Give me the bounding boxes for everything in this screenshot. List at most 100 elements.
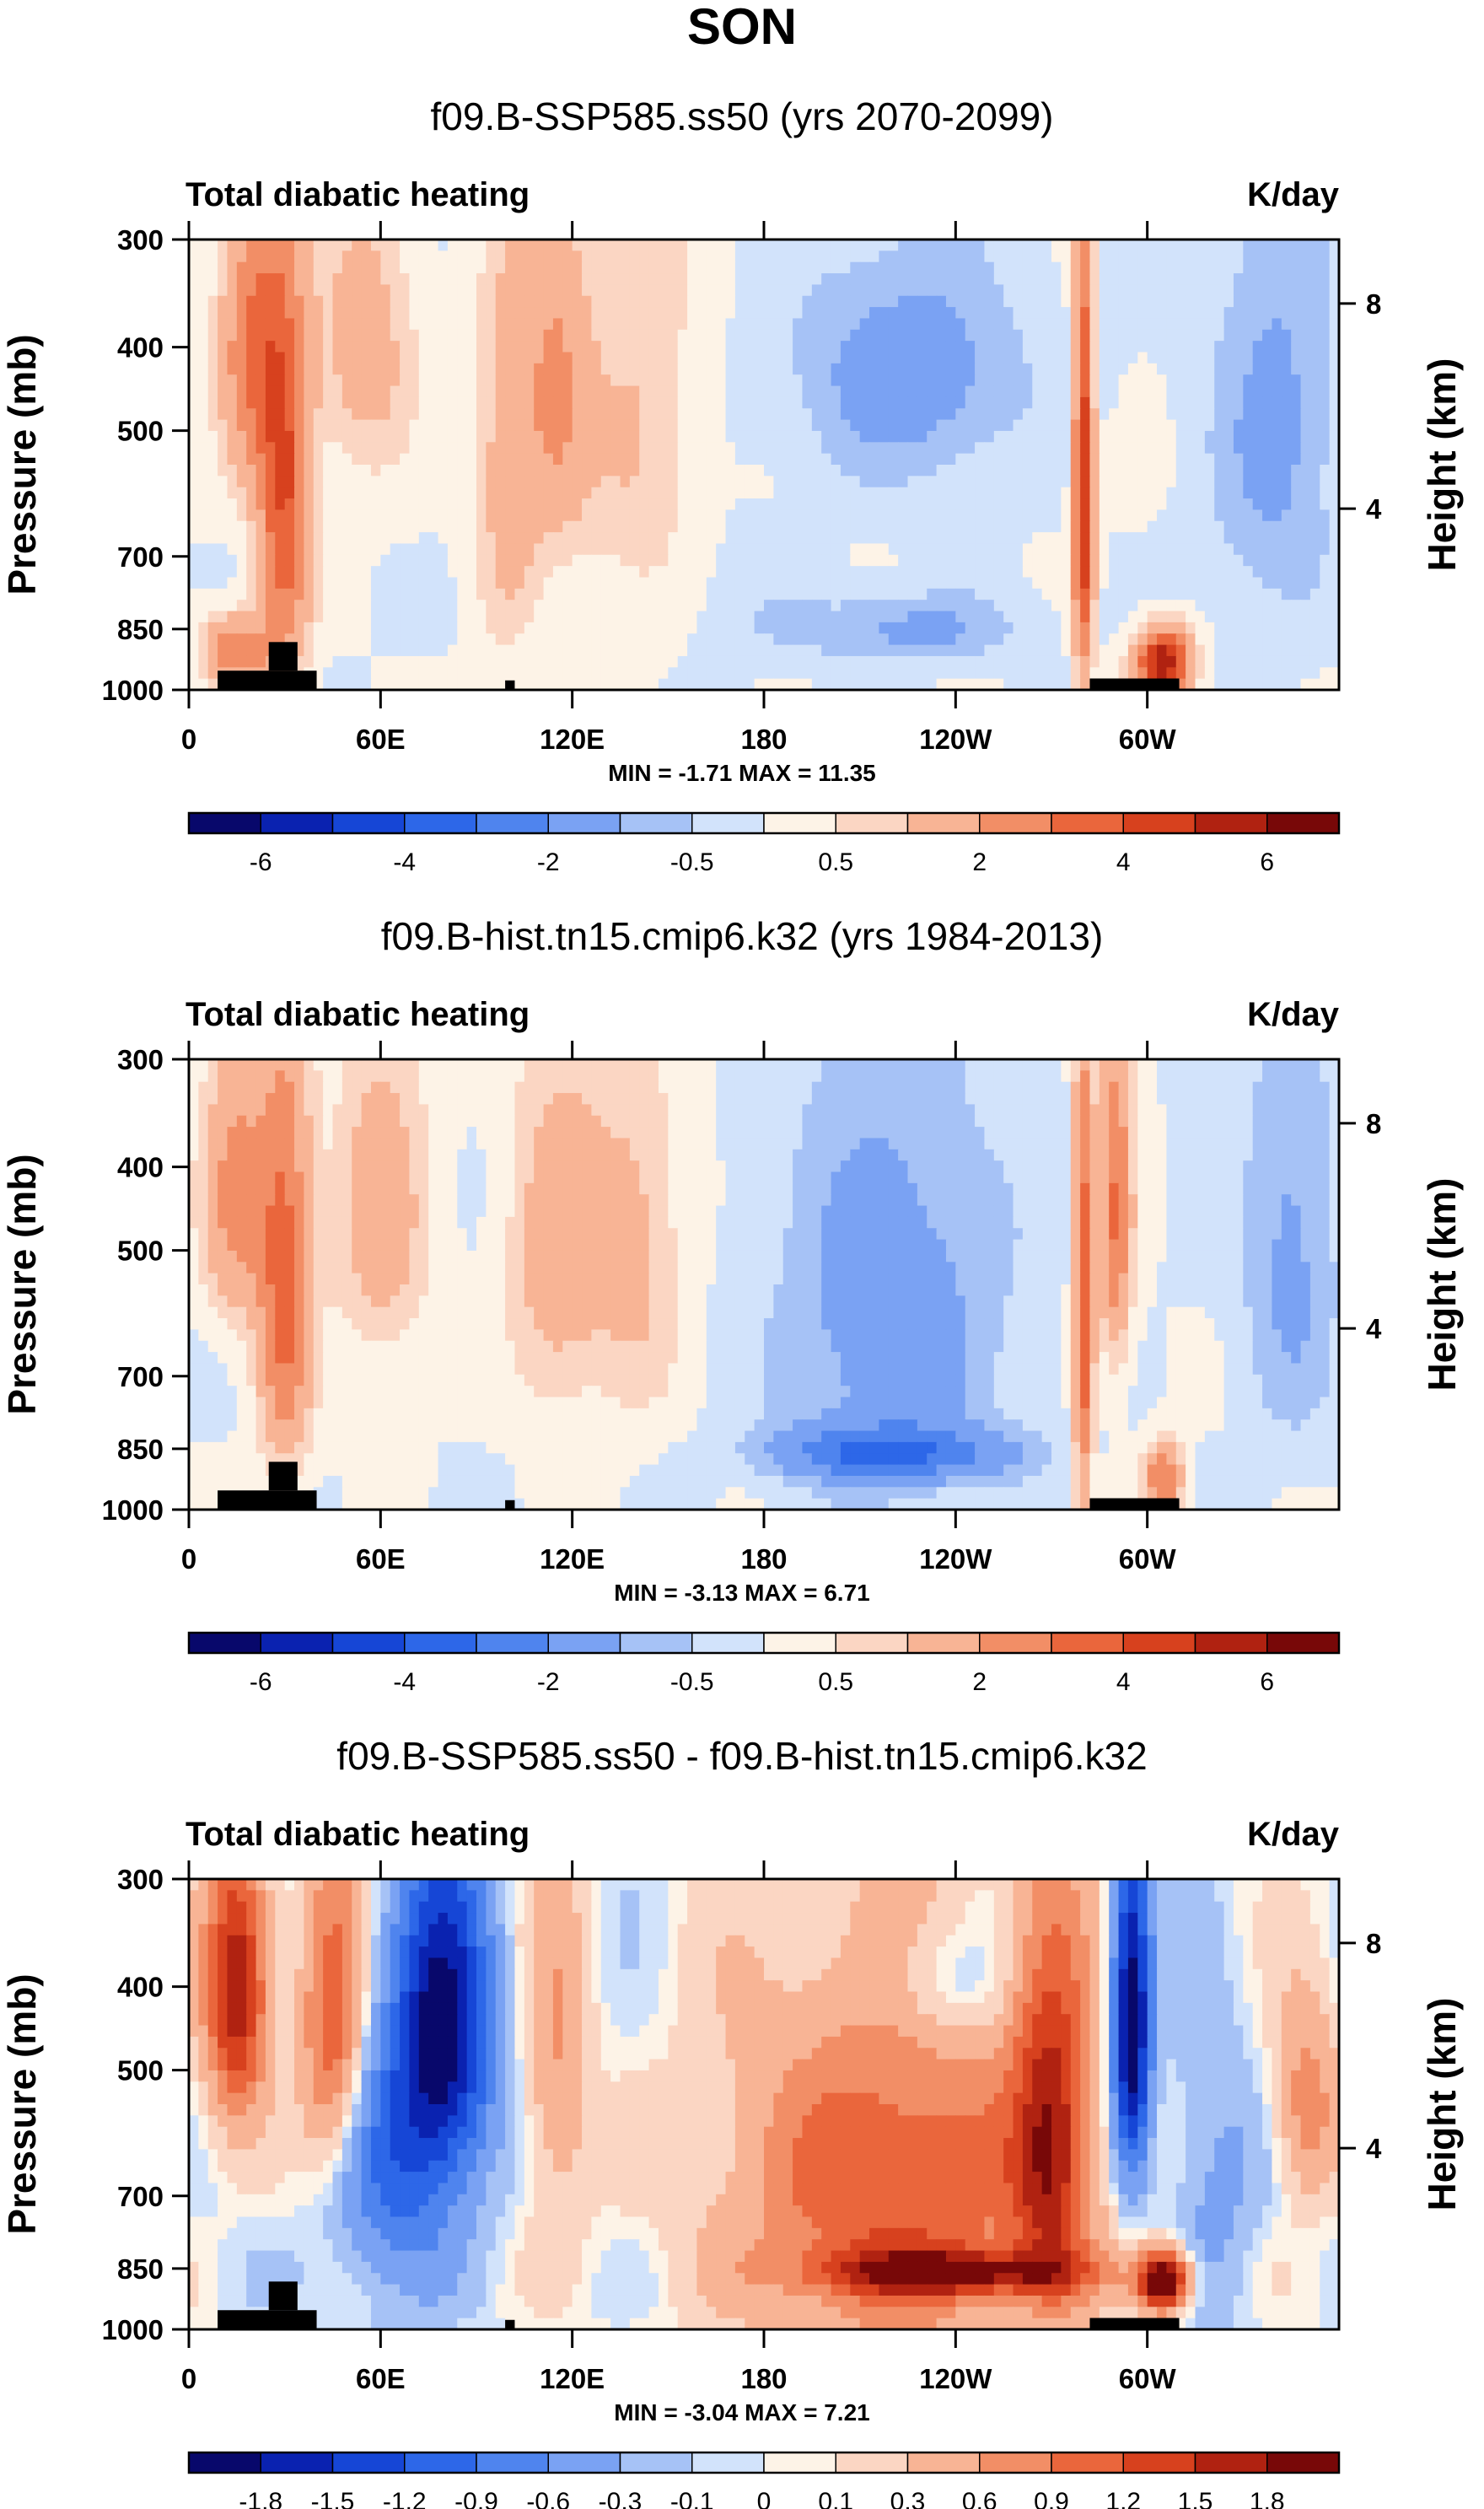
heatmap-cell bbox=[562, 554, 573, 567]
heatmap-cell bbox=[543, 307, 554, 320]
heatmap-cell bbox=[207, 341, 218, 353]
heatmap-cell bbox=[907, 240, 918, 251]
heatmap-cell bbox=[802, 622, 813, 634]
heatmap-cell bbox=[639, 240, 650, 251]
heatmap-cell bbox=[658, 655, 669, 668]
heatmap-cell bbox=[400, 396, 411, 409]
heatmap-cell bbox=[189, 419, 199, 432]
heatmap-cell bbox=[1195, 465, 1206, 476]
heatmap-cell bbox=[1223, 240, 1234, 251]
heatmap-cell bbox=[907, 442, 918, 455]
heatmap-cell bbox=[1300, 611, 1311, 623]
heatmap-cell bbox=[428, 588, 439, 600]
heatmap-cell bbox=[236, 554, 247, 567]
heatmap-cell bbox=[706, 396, 717, 409]
heatmap-cell bbox=[428, 498, 439, 510]
heatmap-cell bbox=[380, 284, 391, 297]
heatmap-cell bbox=[1051, 341, 1062, 353]
heatmap-cell bbox=[505, 396, 516, 409]
heatmap-cell bbox=[907, 284, 918, 297]
heatmap-cell bbox=[1252, 611, 1263, 623]
heatmap-cell bbox=[438, 419, 449, 432]
heatmap-cell bbox=[725, 667, 736, 680]
heatmap-cell bbox=[831, 543, 841, 556]
heatmap-cell bbox=[1022, 318, 1033, 331]
heatmap-cell bbox=[840, 341, 851, 353]
heatmap-cell bbox=[648, 667, 659, 680]
heatmap-cell bbox=[1022, 396, 1033, 409]
heatmap-cell bbox=[218, 352, 229, 364]
heatmap-cell bbox=[600, 532, 611, 545]
heatmap-cell bbox=[1272, 341, 1282, 353]
heatmap-cell bbox=[869, 396, 879, 409]
heatmap-cell bbox=[341, 408, 352, 421]
heatmap-cell bbox=[955, 341, 966, 353]
heatmap-cell bbox=[1243, 476, 1254, 488]
heatmap-cell bbox=[984, 352, 995, 364]
heatmap-cell bbox=[198, 509, 209, 522]
heatmap-cell bbox=[1272, 655, 1282, 668]
y-tick-label: 300 bbox=[117, 224, 164, 256]
heatmap-cell bbox=[687, 408, 698, 421]
heatmap-cell bbox=[390, 284, 401, 297]
heatmap-cell bbox=[782, 543, 793, 556]
heatmap-cell bbox=[811, 240, 822, 251]
heatmap-cell bbox=[284, 341, 295, 353]
heatmap-cell bbox=[1013, 284, 1024, 297]
heatmap-cell bbox=[1291, 240, 1302, 251]
heatmap-cell bbox=[207, 622, 218, 634]
heatmap-cell bbox=[1329, 577, 1340, 590]
heatmap-cell bbox=[927, 341, 938, 353]
heatmap-cell bbox=[1099, 633, 1110, 646]
heatmap-cell bbox=[447, 352, 458, 364]
heatmap-cell bbox=[993, 250, 1004, 263]
heatmap-cell bbox=[782, 667, 793, 680]
heatmap-cell bbox=[207, 329, 218, 342]
heatmap-cell bbox=[486, 566, 497, 579]
heatmap-cell bbox=[447, 1059, 458, 1071]
heatmap-cell bbox=[227, 261, 238, 274]
heatmap-cell bbox=[869, 408, 879, 421]
heatmap-cell bbox=[1118, 532, 1129, 545]
heatmap-cell bbox=[1272, 611, 1282, 623]
heatmap-cell bbox=[696, 577, 707, 590]
heatmap-cell bbox=[945, 307, 956, 320]
heatmap-cell bbox=[1003, 487, 1014, 499]
heatmap-cell bbox=[390, 273, 401, 285]
heatmap-cell bbox=[869, 633, 879, 646]
heatmap-cell bbox=[1109, 419, 1120, 432]
heatmap-cell bbox=[1175, 453, 1186, 466]
heatmap-cell bbox=[696, 453, 707, 466]
heatmap-cell bbox=[227, 341, 238, 353]
heatmap-cell bbox=[1291, 678, 1302, 691]
heatmap-cell bbox=[782, 442, 793, 455]
heatmap-cell bbox=[782, 655, 793, 668]
heatmap-cell bbox=[600, 520, 611, 533]
heatmap-cell bbox=[352, 273, 363, 285]
heatmap-cell bbox=[1291, 566, 1302, 579]
heatmap-cell bbox=[1243, 329, 1254, 342]
heatmap-cell bbox=[1109, 566, 1120, 579]
heatmap-cell bbox=[438, 532, 449, 545]
heatmap-cell bbox=[936, 341, 947, 353]
heatmap-cell bbox=[716, 352, 727, 364]
heatmap-cell bbox=[696, 588, 707, 600]
heatmap-cell bbox=[1109, 408, 1120, 421]
heatmap-cell bbox=[198, 611, 209, 623]
heatmap-cell bbox=[888, 678, 899, 691]
heatmap-cell bbox=[313, 352, 324, 364]
heatmap-cell bbox=[745, 442, 755, 455]
heatmap-cell bbox=[207, 633, 218, 646]
heatmap-cell bbox=[1099, 408, 1110, 421]
heatmap-cell bbox=[850, 622, 861, 634]
heatmap-cell bbox=[495, 261, 506, 274]
heatmap-cell bbox=[907, 543, 918, 556]
heatmap-cell bbox=[1080, 307, 1091, 320]
heatmap-cell bbox=[409, 498, 420, 510]
heatmap-cell bbox=[1127, 385, 1138, 398]
heatmap-cell bbox=[341, 442, 352, 455]
heatmap-cell bbox=[457, 566, 468, 579]
heatmap-cell bbox=[1291, 532, 1302, 545]
heatmap-cell bbox=[352, 622, 363, 634]
heatmap-cell bbox=[1127, 250, 1138, 263]
